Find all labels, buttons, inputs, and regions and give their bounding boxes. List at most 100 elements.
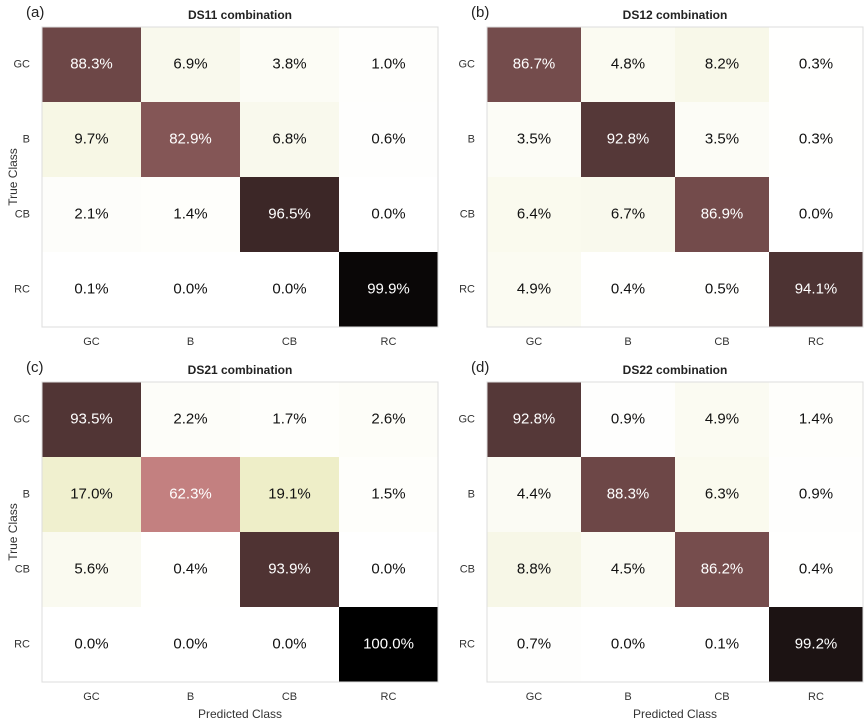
x-tick-label: GC bbox=[83, 336, 100, 348]
cell bbox=[141, 252, 241, 328]
cell-label: 0.0% bbox=[272, 635, 306, 652]
cell bbox=[675, 27, 770, 103]
y-tick-label: B bbox=[468, 488, 475, 500]
cell bbox=[339, 252, 439, 328]
cell bbox=[581, 252, 676, 328]
y-tick-label: RC bbox=[14, 638, 30, 650]
panel-label: (a) bbox=[26, 4, 44, 21]
cell bbox=[675, 607, 770, 683]
x-tick-label: B bbox=[624, 691, 631, 703]
y-tick-label: B bbox=[23, 488, 30, 500]
cell-label: 0.0% bbox=[371, 560, 405, 577]
cell-label: 88.3% bbox=[70, 55, 113, 72]
cell bbox=[240, 27, 340, 103]
cell bbox=[240, 252, 340, 328]
y-tick-label: CB bbox=[460, 563, 475, 575]
cell-label: 62.3% bbox=[169, 485, 212, 502]
cell-label: 9.7% bbox=[74, 130, 108, 147]
chart-title: DS21 combination bbox=[188, 363, 293, 377]
cell bbox=[42, 382, 142, 458]
x-axis-label: Predicted Class bbox=[633, 707, 717, 721]
cell-label: 0.3% bbox=[799, 55, 833, 72]
cell-label: 86.2% bbox=[701, 560, 744, 577]
cell bbox=[339, 27, 439, 103]
cell-label: 86.7% bbox=[513, 55, 556, 72]
cell bbox=[769, 27, 864, 103]
cell bbox=[339, 382, 439, 458]
cell-label: 6.9% bbox=[173, 55, 207, 72]
cell-label: 4.5% bbox=[611, 560, 645, 577]
x-axis-label: Predicted Class bbox=[198, 707, 282, 721]
cell bbox=[141, 532, 241, 608]
cell bbox=[675, 382, 770, 458]
y-axis-label: True Class bbox=[6, 148, 20, 206]
cell-label: 0.0% bbox=[74, 635, 108, 652]
cell-label: 0.1% bbox=[705, 635, 739, 652]
x-tick-label: GC bbox=[83, 691, 100, 703]
cell-label: 5.6% bbox=[74, 560, 108, 577]
x-tick-label: CB bbox=[282, 691, 297, 703]
cell bbox=[141, 607, 241, 683]
panel-label: (b) bbox=[471, 4, 489, 21]
y-tick-label: CB bbox=[15, 208, 30, 220]
cell bbox=[141, 102, 241, 178]
y-tick-label: CB bbox=[15, 563, 30, 575]
cell bbox=[141, 27, 241, 103]
x-tick-label: RC bbox=[381, 691, 397, 703]
cell-label: 1.4% bbox=[799, 410, 833, 427]
cell bbox=[487, 382, 582, 458]
cell bbox=[240, 532, 340, 608]
cell-label: 0.9% bbox=[611, 410, 645, 427]
cell-label: 2.1% bbox=[74, 205, 108, 222]
cell bbox=[42, 252, 142, 328]
cell-label: 6.7% bbox=[611, 205, 645, 222]
cell-label: 2.2% bbox=[173, 410, 207, 427]
y-tick-label: RC bbox=[459, 283, 475, 295]
cell bbox=[240, 457, 340, 533]
cell bbox=[581, 27, 676, 103]
x-tick-label: RC bbox=[808, 336, 824, 348]
cell-label: 4.4% bbox=[517, 485, 551, 502]
chart-title: DS11 combination bbox=[188, 8, 292, 22]
cell-label: 0.7% bbox=[517, 635, 551, 652]
cell-label: 88.3% bbox=[607, 485, 650, 502]
chart-title: DS22 combination bbox=[623, 363, 728, 377]
plot-frame bbox=[486, 381, 864, 683]
cell bbox=[769, 102, 864, 178]
cell bbox=[769, 382, 864, 458]
x-tick-label: B bbox=[624, 336, 631, 348]
cell-label: 0.5% bbox=[705, 280, 739, 297]
cell bbox=[42, 102, 142, 178]
cell-label: 0.6% bbox=[371, 130, 405, 147]
cell bbox=[42, 607, 142, 683]
cell bbox=[581, 177, 676, 253]
cell-label: 94.1% bbox=[795, 280, 838, 297]
cell-label: 17.0% bbox=[70, 485, 113, 502]
cell-label: 99.9% bbox=[367, 280, 410, 297]
cell bbox=[240, 102, 340, 178]
cell bbox=[581, 382, 676, 458]
cell bbox=[675, 177, 770, 253]
x-tick-label: CB bbox=[282, 336, 297, 348]
y-tick-label: RC bbox=[14, 283, 30, 295]
cell bbox=[487, 252, 582, 328]
cell-label: 4.9% bbox=[517, 280, 551, 297]
panel-label: (d) bbox=[471, 359, 489, 376]
cell bbox=[675, 102, 770, 178]
cell bbox=[487, 102, 582, 178]
cell-label: 96.5% bbox=[268, 205, 311, 222]
cell-label: 92.8% bbox=[607, 130, 650, 147]
cell bbox=[769, 607, 864, 683]
plot-frame bbox=[486, 26, 864, 328]
cell-label: 6.8% bbox=[272, 130, 306, 147]
cell bbox=[42, 457, 142, 533]
cell-label: 0.0% bbox=[173, 280, 207, 297]
y-axis-label: True Class bbox=[6, 503, 20, 561]
chart-title: DS12 combination bbox=[623, 8, 728, 22]
cell-label: 0.0% bbox=[272, 280, 306, 297]
x-tick-label: GC bbox=[526, 336, 543, 348]
cell bbox=[769, 532, 864, 608]
cell bbox=[339, 102, 439, 178]
cell bbox=[675, 532, 770, 608]
